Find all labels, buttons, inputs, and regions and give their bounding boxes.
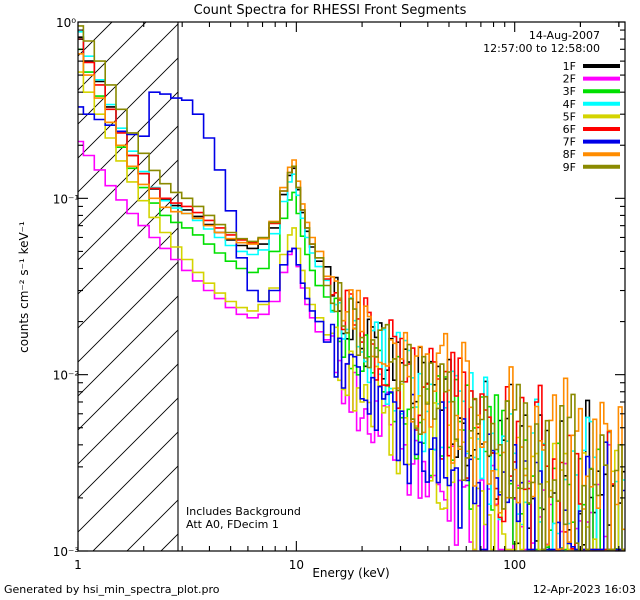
x-tick-label: 1: [74, 558, 82, 572]
footer-generated-by: Generated by hsi_min_spectra_plot.pro: [4, 583, 220, 596]
y-axis-label: counts cm⁻² s⁻¹ keV⁻¹: [17, 221, 31, 353]
hatch-stripe: [78, 125, 178, 227]
x-tick-label: 10: [289, 558, 304, 572]
hatch-stripe: [78, 23, 178, 125]
hatch-stripe: [78, 261, 178, 363]
legend-label-9f: 9F: [563, 161, 576, 174]
legend-label-5f: 5F: [563, 110, 576, 123]
y-tick-label: 10⁻¹: [53, 192, 80, 206]
hatch-stripe: [78, 22, 79, 23]
axis-ticks: [77, 21, 625, 552]
hatched-region: [78, 22, 178, 551]
hatch-stripe: [78, 329, 178, 431]
y-tick-label: 10⁰: [56, 16, 76, 30]
y-tick-label: 10⁻²: [53, 369, 80, 383]
legend-label-8f: 8F: [563, 148, 576, 161]
footer-timestamp: 12-Apr-2023 16:03: [533, 583, 636, 596]
hatch-stripe: [78, 159, 178, 261]
legend-label-6f: 6F: [563, 123, 576, 136]
spectrum-line-9f: [78, 25, 625, 551]
x-tick-label: 100: [503, 558, 526, 572]
x-axis-label: Energy (keV): [312, 566, 389, 580]
y-tick-label: 10⁻³: [53, 545, 80, 559]
hatch-stripe: [78, 431, 178, 533]
spectrum-line-8f: [78, 53, 625, 551]
legend-label-4f: 4F: [563, 98, 576, 111]
spectrum-line-7f: [78, 91, 625, 551]
spectra-series-layer: [78, 25, 625, 551]
hatch-stripe: [78, 227, 178, 329]
axis-tick-labels: 1 10 100 10⁰ 10⁻¹ 10⁻² 10⁻³: [53, 16, 526, 572]
legend-date: 14-Aug-2007: [529, 29, 600, 42]
legend-time-range: 12:57:00 to 12:58:00: [483, 42, 600, 55]
legend-label-3f: 3F: [563, 85, 576, 98]
hatch-stripe: [78, 295, 178, 397]
spectrum-line-3f: [78, 48, 625, 551]
hatch-stripe: [78, 91, 178, 193]
legend-label-1f: 1F: [563, 60, 576, 73]
axis-frame: [77, 21, 626, 552]
page-title: Count Spectra for RHESSI Front Segments: [194, 3, 467, 18]
hatch-stripe: [78, 57, 178, 159]
legend-label-2f: 2F: [563, 73, 576, 86]
hatch-stripe: [78, 363, 178, 465]
annotation-includes-background: Includes Background: [186, 505, 301, 518]
hatch-stripe: [78, 397, 178, 499]
annotation-attenuator: Att A0, FDecim 1: [186, 518, 279, 531]
hatch-stripe: [78, 193, 178, 295]
legend-label-7f: 7F: [563, 136, 576, 149]
